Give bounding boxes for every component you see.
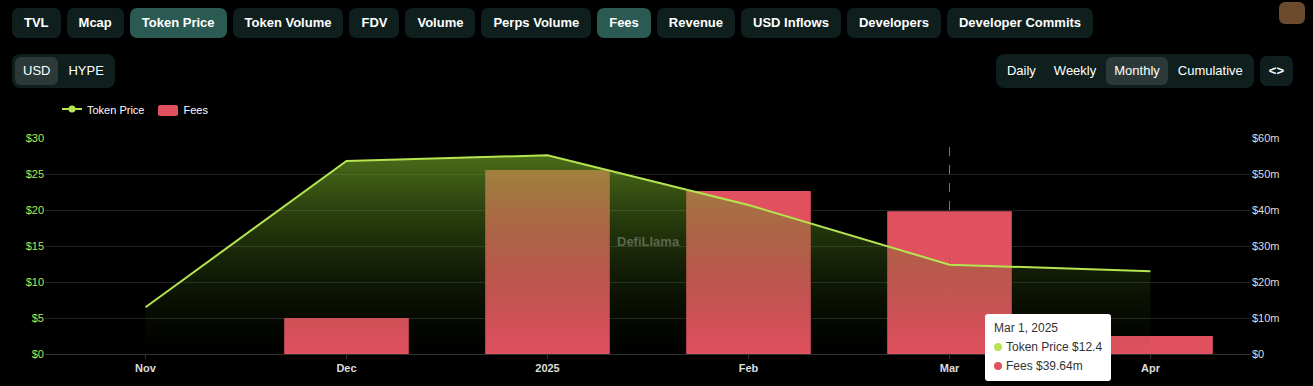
svg-text:$0: $0 bbox=[32, 348, 44, 360]
svg-text:Dec: Dec bbox=[336, 362, 356, 374]
svg-text:$20m: $20m bbox=[1252, 276, 1280, 288]
svg-text:$5: $5 bbox=[32, 312, 44, 324]
html-text:Token Price $12.4: Token Price $12.4 bbox=[1006, 340, 1103, 354]
svg-text:$25: $25 bbox=[26, 168, 44, 180]
html-text:TVL: TVL bbox=[24, 15, 49, 30]
html-text:USD: USD bbox=[23, 63, 51, 78]
svg-text:$30m: $30m bbox=[1252, 240, 1280, 252]
svg-text:$0: $0 bbox=[1252, 348, 1264, 360]
html-text:Monthly: Monthly bbox=[1114, 63, 1160, 78]
html-text:Cumulative: Cumulative bbox=[1177, 63, 1243, 78]
html-text:FDV: FDV bbox=[361, 15, 388, 30]
html-text:Fees: Fees bbox=[183, 104, 208, 116]
html-text:Mcap: Mcap bbox=[78, 15, 112, 30]
svg-text:Feb: Feb bbox=[739, 362, 759, 374]
svg-text:Mar: Mar bbox=[940, 362, 960, 374]
svg-text:$20: $20 bbox=[26, 204, 44, 216]
svg-text:$30: $30 bbox=[26, 132, 44, 144]
html-text:Mar 1, 2025: Mar 1, 2025 bbox=[994, 321, 1058, 335]
html-text:Developers: Developers bbox=[858, 15, 929, 30]
html-text:Revenue: Revenue bbox=[668, 15, 723, 30]
html-text:Developer Commits: Developer Commits bbox=[959, 15, 1082, 30]
svg-text:2025: 2025 bbox=[535, 362, 559, 374]
svg-text:DefiLlama: DefiLlama bbox=[617, 234, 680, 249]
html-text:Token Volume: Token Volume bbox=[244, 15, 332, 30]
svg-text:$50m: $50m bbox=[1252, 168, 1280, 180]
svg-text:$60m: $60m bbox=[1252, 132, 1280, 144]
svg-text:$10: $10 bbox=[26, 276, 44, 288]
html-text:Perps Volume: Perps Volume bbox=[493, 15, 580, 30]
html-text:Token Price: Token Price bbox=[141, 15, 215, 30]
html-text:Weekly: Weekly bbox=[1053, 63, 1097, 78]
html-text:Daily: Daily bbox=[1007, 63, 1036, 78]
html-text:HYPE: HYPE bbox=[68, 63, 104, 78]
svg-text:$40m: $40m bbox=[1252, 204, 1280, 216]
html-text:USD Inflows: USD Inflows bbox=[753, 15, 829, 30]
svg-text:$15: $15 bbox=[26, 240, 44, 252]
html-text:Fees $39.64m: Fees $39.64m bbox=[1006, 359, 1083, 373]
html-text:Fees: Fees bbox=[609, 15, 639, 30]
html-text:Token Price: Token Price bbox=[87, 104, 145, 116]
svg-text:$10m: $10m bbox=[1252, 312, 1280, 324]
svg-text:Apr: Apr bbox=[1141, 362, 1161, 374]
html-text:Volume: Volume bbox=[417, 15, 464, 30]
svg-text:Nov: Nov bbox=[135, 362, 157, 374]
